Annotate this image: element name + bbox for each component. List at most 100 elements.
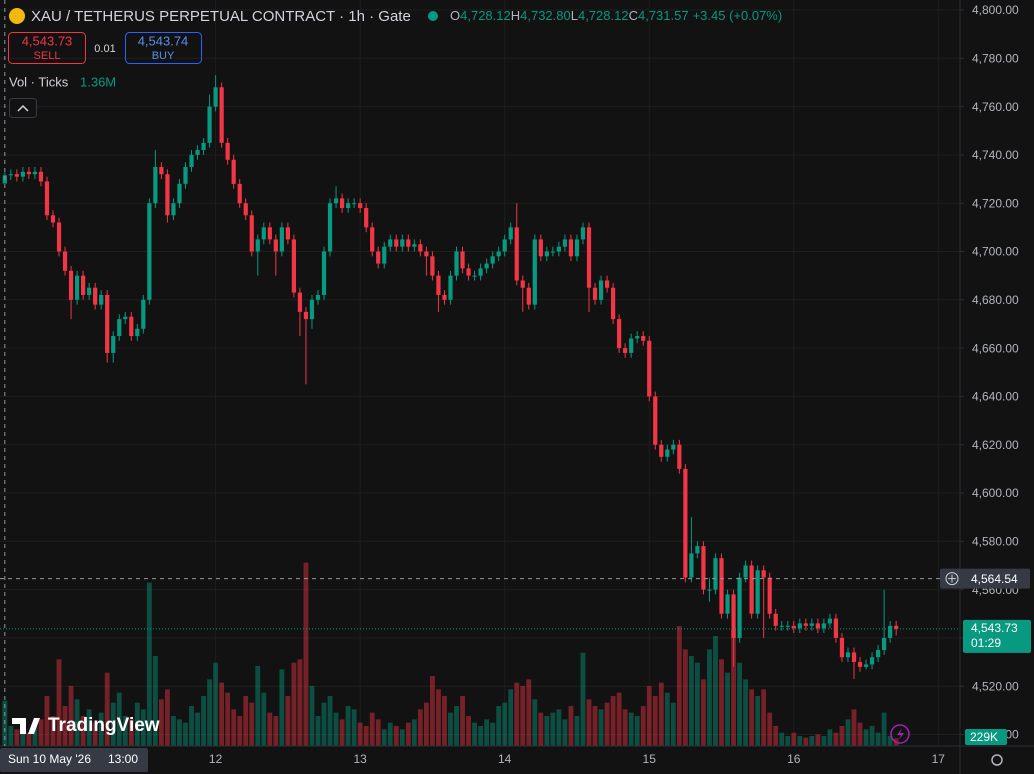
candle-body	[418, 244, 423, 252]
volume-bar	[761, 689, 767, 746]
volume-bar	[809, 736, 815, 746]
candle-body	[809, 623, 814, 626]
candle-body	[863, 664, 869, 667]
y-tick-label: 4,660.00	[972, 341, 1019, 355]
volume-bar	[20, 722, 26, 746]
volume-bar	[544, 716, 550, 746]
candle-body	[460, 251, 465, 269]
volume-bar	[719, 659, 724, 746]
volume-bar	[285, 696, 291, 746]
candle-body	[496, 251, 501, 257]
volume-bar	[38, 719, 44, 746]
volume-bar	[682, 649, 688, 746]
candle-body	[50, 215, 56, 223]
legend-key: H	[511, 8, 520, 23]
candle-body	[8, 174, 13, 176]
volume-bar	[484, 719, 490, 746]
replay-icon[interactable]	[890, 724, 910, 744]
candle-body	[671, 444, 676, 450]
symbol-icon	[9, 8, 25, 24]
candle-body	[592, 287, 598, 300]
candle-body	[147, 203, 152, 300]
volume-bar	[158, 699, 164, 746]
volume-bar	[676, 626, 682, 746]
volume-bar	[731, 629, 736, 746]
candle-body	[400, 239, 405, 247]
candle-body	[219, 87, 224, 143]
volume-bar	[749, 689, 755, 746]
status-dot	[428, 11, 438, 21]
countdown-label: 01:29	[971, 636, 1001, 650]
volume-bar	[381, 729, 387, 746]
volume-bar	[616, 692, 622, 746]
candle-body	[598, 280, 604, 300]
legend-key: L	[571, 8, 578, 23]
candle-body	[827, 618, 833, 624]
candle-body	[568, 239, 574, 257]
candle-body	[412, 244, 417, 247]
volume-bar	[177, 719, 182, 746]
collapse-button[interactable]	[9, 98, 37, 118]
volume-bar	[743, 679, 749, 746]
y-tick-label: 4,740.00	[972, 148, 1019, 162]
volume-bar	[261, 692, 267, 746]
settings-icon[interactable]	[991, 754, 1003, 766]
candle-body	[382, 246, 387, 264]
volume-bar	[430, 676, 435, 746]
volume-bar	[478, 726, 484, 746]
volume-bar	[399, 729, 405, 746]
candle-body	[153, 166, 158, 204]
candle-body	[424, 251, 429, 257]
volume-bar	[767, 712, 773, 746]
volume-bar	[622, 709, 628, 746]
y-tick-label: 4,720.00	[972, 196, 1019, 210]
candle-body	[177, 183, 182, 204]
candle-body	[586, 227, 592, 288]
volume-bar	[845, 719, 851, 746]
candle-body	[574, 239, 580, 257]
volume-bar	[526, 679, 532, 746]
volume-bar	[255, 666, 261, 746]
candle-body	[659, 444, 664, 457]
volume-bar	[50, 716, 56, 746]
volume-bar	[646, 686, 652, 746]
candle-body	[623, 348, 628, 353]
candle-body	[333, 198, 339, 204]
y-tick-label: 4,580.00	[972, 534, 1019, 548]
candle-body	[105, 294, 110, 353]
y-tick-label: 4,780.00	[972, 51, 1019, 65]
candle-body	[785, 625, 790, 627]
volume-bar	[598, 709, 604, 746]
candle-body	[117, 319, 122, 337]
crosshair-add-icon[interactable]	[945, 572, 959, 586]
candle-body	[550, 251, 555, 253]
candle-body	[833, 618, 839, 638]
volume-bar	[369, 712, 375, 746]
candle-body	[610, 287, 616, 320]
volume-bar	[791, 732, 797, 746]
candle-body	[448, 275, 453, 300]
candle-body	[520, 280, 525, 288]
crosshair-price-box	[940, 568, 1030, 589]
candle-body	[171, 203, 176, 216]
candle-body	[472, 275, 477, 277]
candle-body	[894, 625, 899, 629]
candle-body	[779, 625, 784, 627]
sell-button[interactable]	[8, 32, 86, 64]
candle-body	[279, 227, 284, 252]
candle-body	[454, 251, 459, 276]
volume-bar	[122, 716, 128, 746]
volume-bar	[417, 709, 423, 746]
candle-body	[225, 142, 230, 160]
volume-bar	[297, 659, 303, 746]
volume-bar	[249, 702, 255, 746]
volume-bar	[411, 719, 417, 746]
buy-button[interactable]	[125, 32, 202, 64]
candle-body	[297, 292, 303, 312]
candle-body	[538, 239, 543, 257]
volume-bar	[423, 702, 429, 746]
last-volume-label: 229K	[970, 730, 998, 744]
candle-body	[839, 637, 845, 658]
candle-body	[665, 449, 670, 457]
